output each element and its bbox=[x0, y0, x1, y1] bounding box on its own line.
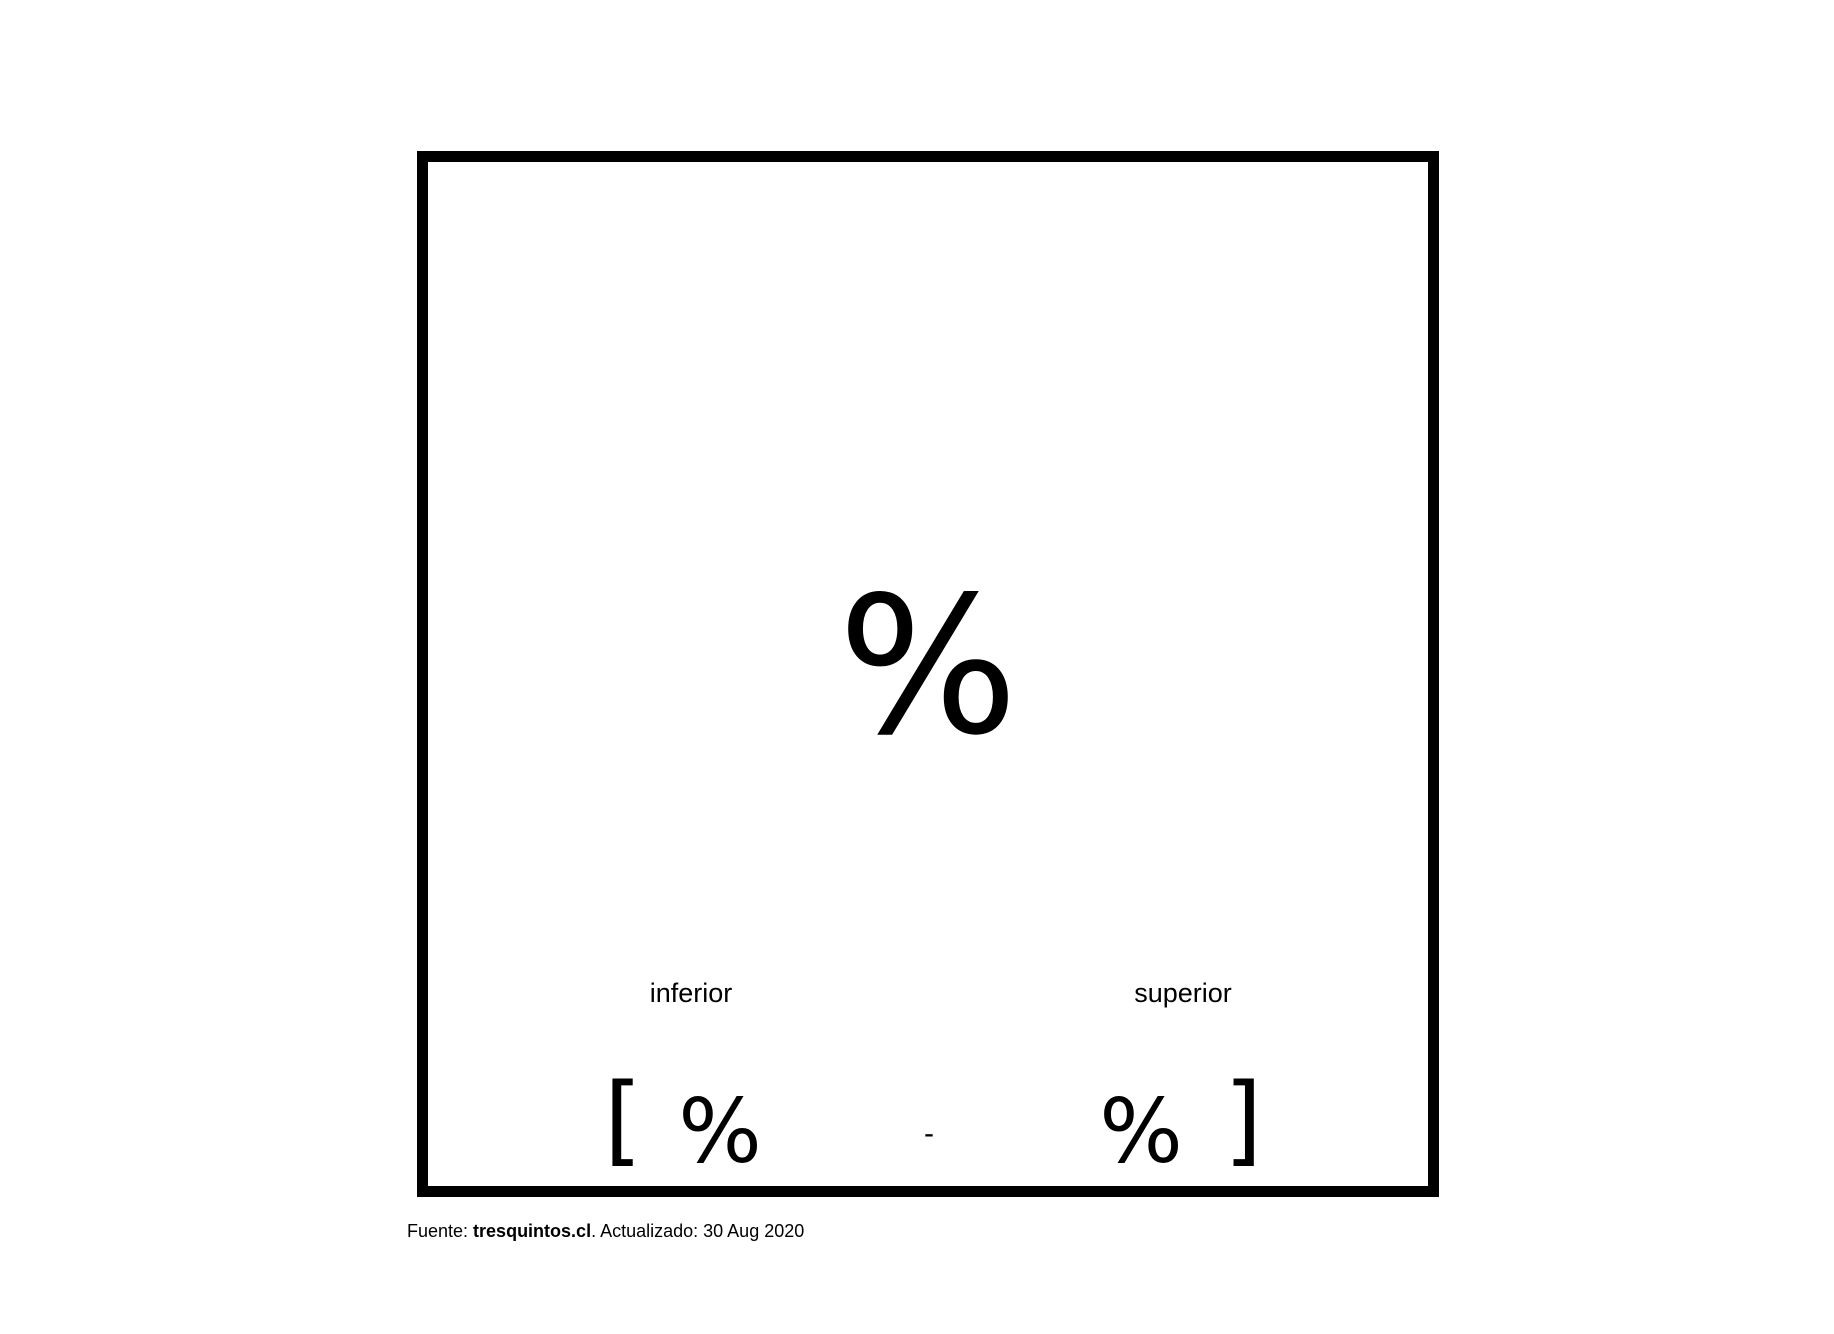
estimate-panel: % inferior superior [ % - % ] bbox=[417, 151, 1439, 1197]
range-separator: - bbox=[924, 1117, 934, 1150]
range-open-bracket: [ bbox=[604, 1063, 643, 1177]
lower-bound-value: % bbox=[678, 1080, 762, 1183]
upper-bound-label: superior bbox=[1134, 978, 1232, 1008]
range-close-bracket: ] bbox=[1224, 1063, 1263, 1177]
upper-bound-value: % bbox=[1099, 1080, 1183, 1183]
source-footer: Fuente: tresquintos.cl. Actualizado: 30 … bbox=[407, 1222, 804, 1240]
lower-bound-label: inferior bbox=[649, 978, 733, 1008]
source-prefix: Fuente: bbox=[407, 1221, 474, 1241]
main-estimate-value: % bbox=[837, 556, 1019, 777]
updated-text: . Actualizado: 30 Aug 2020 bbox=[591, 1221, 805, 1241]
source-name: tresquintos.cl bbox=[473, 1221, 592, 1241]
